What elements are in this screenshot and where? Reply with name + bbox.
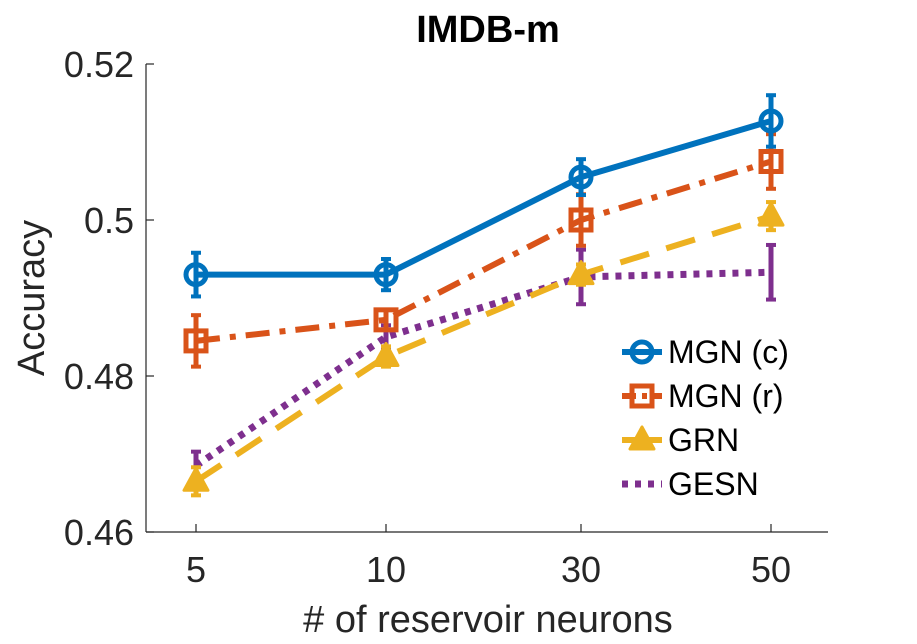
marker-point xyxy=(183,262,209,288)
x-tick-label: 30 xyxy=(561,549,601,590)
series-line xyxy=(196,118,772,278)
marker-point xyxy=(182,466,210,492)
legend-label: GESN xyxy=(668,466,759,502)
marker-point xyxy=(758,108,784,134)
legend: MGN (c) MGN (r) GRN GESN xyxy=(622,334,789,502)
marker-point xyxy=(373,262,399,288)
legend-item-mgn-r: MGN (r) xyxy=(622,378,784,414)
legend-item-grn: GRN xyxy=(622,422,739,458)
series-line xyxy=(194,213,772,484)
marker-point xyxy=(372,342,400,367)
y-axis: 0.46 0.48 0.5 0.52 xyxy=(64,44,154,553)
y-tick-label: 0.5 xyxy=(84,200,134,241)
marker-point xyxy=(629,339,655,365)
marker-point xyxy=(628,425,656,451)
y-tick-label: 0.48 xyxy=(64,356,134,397)
legend-item-mgn-c: MGN (c) xyxy=(622,334,789,370)
series-layer xyxy=(182,93,785,498)
marker-point xyxy=(373,307,399,333)
x-tick-label: 50 xyxy=(751,549,791,590)
marker-point xyxy=(629,383,655,409)
plot-background xyxy=(146,64,828,532)
legend-item-gesn: GESN xyxy=(622,466,759,502)
marker-point xyxy=(568,207,594,233)
plot-area xyxy=(145,64,828,533)
marker-point xyxy=(568,164,594,190)
marker-point xyxy=(183,328,209,354)
marker-point xyxy=(758,149,784,174)
series-line xyxy=(195,158,772,344)
marker-point xyxy=(567,260,595,286)
x-axis-label: # of reservoir neurons xyxy=(303,599,673,641)
marker-point xyxy=(757,201,785,227)
y-tick-label: 0.46 xyxy=(64,512,134,553)
x-tick-label: 5 xyxy=(186,549,206,590)
x-tick-label: 10 xyxy=(366,549,406,590)
chart-title: IMDB-m xyxy=(416,9,560,51)
legend-label: MGN (r) xyxy=(668,378,784,414)
series-mgn-c xyxy=(183,93,784,299)
legend-label: GRN xyxy=(668,422,739,458)
series-grn xyxy=(182,200,785,498)
y-tick-label: 0.52 xyxy=(64,44,134,85)
legend-label: MGN (c) xyxy=(668,334,789,370)
y-axis-label: Accuracy xyxy=(11,220,53,376)
x-axis: 5 10 30 50 xyxy=(186,524,791,590)
